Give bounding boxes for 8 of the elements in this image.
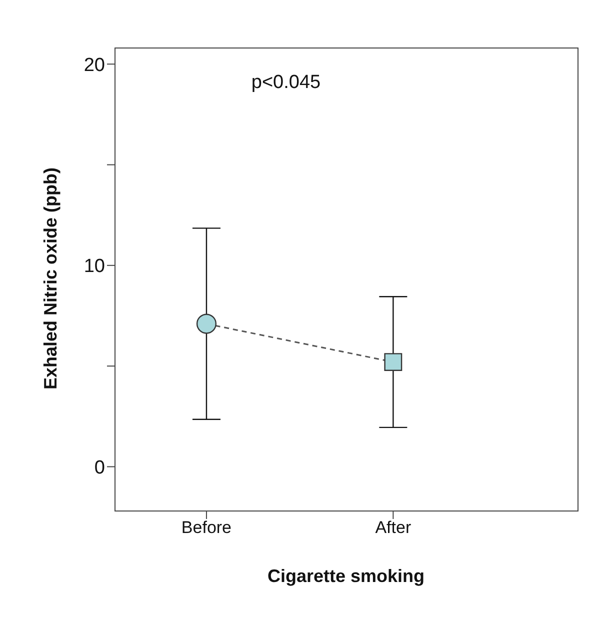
y-tick-label: 20 <box>84 54 105 76</box>
x-tick-label: Before <box>181 518 232 538</box>
y-tick-label: 0 <box>94 457 105 478</box>
y-tick-label: 10 <box>84 256 105 278</box>
x-axis-title: Cigarette smoking <box>267 566 425 587</box>
x-tick-label: After <box>375 518 412 538</box>
annotation: p<0.045 <box>251 72 321 94</box>
y-axis-title: Exhaled Nitric oxide (ppb) <box>40 167 60 390</box>
